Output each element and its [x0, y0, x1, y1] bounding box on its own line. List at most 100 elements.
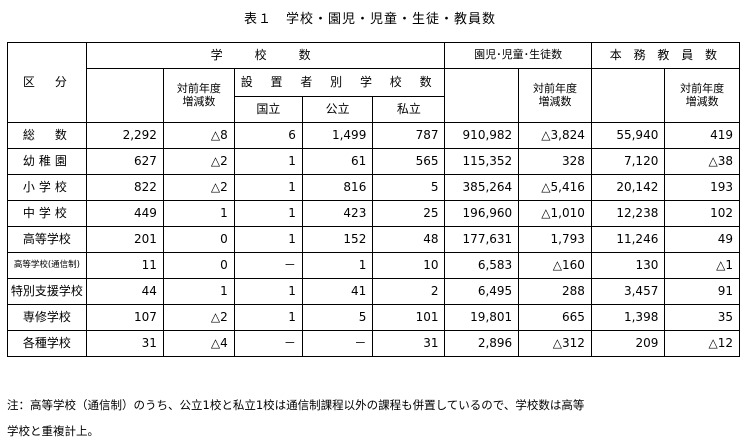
header-students-total-blank	[444, 68, 520, 123]
header-teachers: 本 務 教 員 数	[590, 42, 740, 69]
header-division: 区 分	[7, 42, 87, 123]
cell-teachers-change: 91	[664, 278, 740, 305]
cell-teachers-change: 35	[664, 304, 740, 331]
cell-schools: 11	[85, 252, 164, 279]
cell-students: 196,960	[444, 200, 520, 227]
cell-schools-change: 0	[162, 252, 235, 279]
cell-public: 1,499	[301, 122, 374, 149]
cell-schools: 822	[85, 174, 164, 201]
cell-teachers: 130	[590, 252, 666, 279]
header-schools-change: 対前年度 増減数	[162, 68, 235, 123]
cell-teachers-change: 102	[664, 200, 740, 227]
cell-schools-change: 1	[162, 278, 235, 305]
cell-national: 1	[233, 148, 303, 175]
cell-teachers-change: 49	[664, 226, 740, 253]
cell-national: 6	[233, 122, 303, 149]
cell-students: 2,896	[444, 330, 520, 357]
cell-public: 61	[301, 148, 374, 175]
table-row: 幼稚園 627 △2 1 61 565 115,352 328 7,120 △38	[7, 148, 740, 175]
cell-students-change: △312	[518, 330, 592, 357]
cell-students-change: 1,793	[518, 226, 592, 253]
cell-schools: 449	[85, 200, 164, 227]
row-label: 特別支援学校	[7, 278, 87, 305]
header-schools-total-blank	[85, 68, 164, 123]
cell-public: －	[301, 330, 374, 357]
cell-students: 6,583	[444, 252, 520, 279]
cell-teachers-change: △1	[664, 252, 740, 279]
row-label: 総 数	[7, 122, 87, 149]
cell-private: 31	[372, 330, 446, 357]
cell-national: 1	[233, 174, 303, 201]
cell-public: 5	[301, 304, 374, 331]
cell-teachers: 55,940	[590, 122, 666, 149]
cell-teachers: 11,246	[590, 226, 666, 253]
cell-public: 816	[301, 174, 374, 201]
cell-teachers-change: 193	[664, 174, 740, 201]
cell-schools: 2,292	[85, 122, 164, 149]
cell-private: 5	[372, 174, 446, 201]
cell-teachers: 209	[590, 330, 666, 357]
table-row: 小学校 822 △2 1 816 5 385,264 △5,416 20,142 193	[7, 174, 740, 201]
header-teachers-total-blank	[590, 68, 666, 123]
cell-private: 2	[372, 278, 446, 305]
cell-students-change: △160	[518, 252, 592, 279]
cell-schools: 627	[85, 148, 164, 175]
row-label: 幼稚園	[7, 148, 87, 175]
cell-students-change: 328	[518, 148, 592, 175]
cell-national: 1	[233, 226, 303, 253]
cell-students-change: △1,010	[518, 200, 592, 227]
cell-students: 19,801	[444, 304, 520, 331]
cell-teachers-change: 419	[664, 122, 740, 149]
header-by-founder: 設 置 者 別 学 校 数	[233, 68, 446, 97]
row-label: 専修学校	[7, 304, 87, 331]
cell-students-change: 288	[518, 278, 592, 305]
table-row: 高等学校(通信制) 11 0 － 1 10 6,583 △160 130 △1	[7, 252, 740, 279]
table-row: 各種学校 31 △4 －－ 31 2,896 △312 209 △12	[7, 330, 740, 357]
cell-students: 115,352	[444, 148, 520, 175]
cell-public: 152	[301, 226, 374, 253]
cell-national: 1	[233, 278, 303, 305]
row-label: 高等学校(通信制)	[7, 252, 87, 279]
cell-schools-change: △4	[162, 330, 235, 357]
cell-schools: 31	[85, 330, 164, 357]
cell-private: 25	[372, 200, 446, 227]
row-label: 各種学校	[7, 330, 87, 357]
cell-schools-change: 1	[162, 200, 235, 227]
cell-teachers: 20,142	[590, 174, 666, 201]
table-row: 総 数 2,292 △8 6 1,499 787 910,982 △3,824 55,940 41…	[7, 122, 740, 149]
table-header: 区 分 学 校 数 園児･児童･生徒数 本 務 教 員 数 対前年度 増減数 設…	[7, 42, 740, 123]
cell-schools-change: △2	[162, 148, 235, 175]
cell-teachers: 7,120	[590, 148, 666, 175]
cell-students: 385,264	[444, 174, 520, 201]
cell-students-change: △3,824	[518, 122, 592, 149]
cell-schools: 107	[85, 304, 164, 331]
footnote-line-2: 学校と重複計上。	[7, 424, 99, 438]
cell-students: 910,982	[444, 122, 520, 149]
cell-private: 48	[372, 226, 446, 253]
header-public: 公立	[301, 96, 374, 123]
table-title: 表１ 学校・園児・児童・生徒・教員数	[243, 12, 496, 27]
table-row: 高等学校 201 0 1 152 48 177,631 1,793 11,246 49	[7, 226, 740, 253]
cell-students-change: △5,416	[518, 174, 592, 201]
cell-schools-change: △2	[162, 304, 235, 331]
cell-students-change: 665	[518, 304, 592, 331]
cell-national: －	[233, 330, 303, 357]
row-label: 高等学校	[7, 226, 87, 253]
cell-students: 6,495	[444, 278, 520, 305]
cell-public: 41	[301, 278, 374, 305]
table-body: 総 数 2,292 △8 6 1,499 787 910,982 △3,824 55,940 41…	[7, 122, 740, 357]
table-row: 専修学校 107 △2 1 5 101 19,801 665 1,398 35	[7, 304, 740, 331]
header-students-change: 対前年度 増減数	[518, 68, 592, 123]
header-national: 国立	[233, 96, 303, 123]
header-students: 園児･児童･生徒数	[444, 42, 592, 69]
table-row: 特別支援学校 44 1 1 41 2 6,495 288 3,457 91	[7, 278, 740, 305]
table-row: 中学校 449 1 1 423 25 196,960 △1,010 12,238 102	[7, 200, 740, 227]
cell-national: －	[233, 252, 303, 279]
cell-private: 565	[372, 148, 446, 175]
cell-teachers-change: △38	[664, 148, 740, 175]
cell-private: 101	[372, 304, 446, 331]
cell-public: 423	[301, 200, 374, 227]
cell-teachers: 1,398	[590, 304, 666, 331]
cell-schools: 44	[85, 278, 164, 305]
cell-national: 1	[233, 304, 303, 331]
